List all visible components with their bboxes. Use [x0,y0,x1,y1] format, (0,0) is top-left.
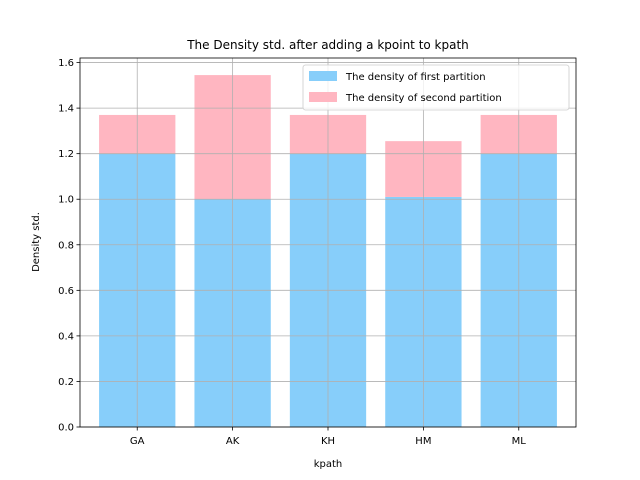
x-tick-label: GA [130,436,145,447]
y-tick-label: 0.0 [58,423,74,434]
x-tick-label: KH [321,436,335,447]
y-axis-label: Density std. [31,212,42,272]
y-tick-label: 1.0 [58,195,74,206]
y-tick-label: 0.8 [58,240,74,251]
legend-label-2: The density of second partition [345,93,502,104]
y-tick-label: 1.2 [58,149,74,160]
x-tick-label: HM [415,436,431,447]
x-axis-label: kpath [314,459,343,470]
y-tick-label: 0.4 [58,331,74,342]
legend-label-1: The density of first partition [345,72,486,83]
chart-title: The Density std. after adding a kpoint t… [186,38,469,52]
plot-area: 0.0 0.2 0.4 0.6 0.8 1.0 1.2 1.4 1.6 GA AK KH HM ML [58,57,577,447]
legend-swatch-2 [309,92,337,102]
legend: The density of first partition The densit… [302,64,570,111]
y-tick-label: 0.6 [58,286,74,297]
legend-swatch-1 [309,71,337,81]
y-tick-label: 0.2 [58,377,74,388]
legend-box [302,64,570,111]
y-tick-label: 1.4 [58,104,74,115]
x-tick-label: ML [512,436,527,447]
y-tick-label: 1.6 [58,58,74,69]
x-tick-label: AK [226,436,240,447]
